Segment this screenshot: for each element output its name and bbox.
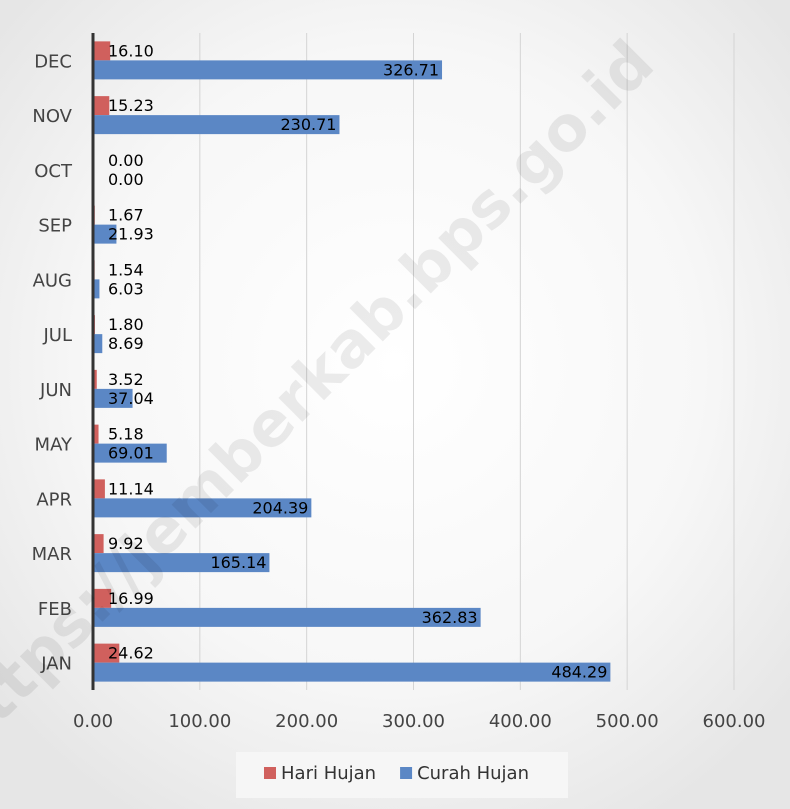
y-tick-label: JAN <box>40 654 72 675</box>
bar <box>93 662 611 682</box>
data-label: 16.99 <box>108 589 154 608</box>
x-tick-label: 200.00 <box>275 711 338 732</box>
data-label: 11.14 <box>108 479 154 498</box>
x-tick-label: 600.00 <box>703 711 766 732</box>
data-label: 326.71 <box>383 60 439 79</box>
data-label: 5.18 <box>108 425 144 444</box>
data-label: 21.93 <box>108 225 154 244</box>
data-label: 8.69 <box>108 334 144 353</box>
bar <box>93 553 270 573</box>
bar <box>93 588 112 608</box>
bar <box>93 479 105 499</box>
bar <box>93 334 103 354</box>
x-tick-label: 0.00 <box>73 711 113 732</box>
y-tick-label: SEP <box>38 216 72 237</box>
bar <box>93 224 117 244</box>
data-label: 484.29 <box>551 663 607 682</box>
legend-swatch <box>264 767 276 779</box>
y-tick-label: MAR <box>32 544 72 565</box>
data-label: 37.04 <box>108 389 154 408</box>
bar <box>93 498 312 518</box>
data-label: 9.92 <box>108 534 144 553</box>
data-label: 165.14 <box>210 553 266 572</box>
data-label: 0.00 <box>108 151 144 170</box>
data-label: 69.01 <box>108 444 154 463</box>
legend-swatch <box>400 767 413 779</box>
x-tick-label: 100.00 <box>168 711 231 732</box>
data-label: 24.62 <box>108 644 154 663</box>
bar <box>93 424 99 444</box>
data-label: 3.52 <box>108 370 144 389</box>
legend-label: Curah Hujan <box>417 763 529 784</box>
bar <box>93 41 111 61</box>
data-label: 204.39 <box>252 498 308 517</box>
bar <box>93 534 104 554</box>
data-label: 1.67 <box>108 206 144 225</box>
data-label: 230.71 <box>280 115 336 134</box>
bar <box>93 60 443 80</box>
y-tick-label: AUG <box>33 270 72 291</box>
data-label: 1.54 <box>108 260 144 279</box>
data-label: 1.80 <box>108 315 144 334</box>
bar <box>93 443 167 463</box>
y-tick-label: DEC <box>34 51 72 72</box>
bar <box>93 607 481 627</box>
bar <box>93 96 110 116</box>
y-tick-label: JUL <box>42 325 72 346</box>
data-label: 6.03 <box>108 279 144 298</box>
bar <box>93 115 340 135</box>
bar <box>93 388 133 408</box>
bar <box>93 369 97 389</box>
y-tick-label: NOV <box>32 106 72 127</box>
bar <box>93 279 100 299</box>
bar <box>93 643 120 663</box>
data-label: 15.23 <box>108 96 154 115</box>
data-label: 0.00 <box>108 170 144 189</box>
y-tick-label: JUN <box>39 380 72 401</box>
data-label: 16.10 <box>108 41 154 60</box>
x-tick-label: 300.00 <box>382 711 445 732</box>
x-tick-label: 500.00 <box>596 711 659 732</box>
legend-label: Hari Hujan <box>281 763 376 784</box>
y-tick-label: APR <box>36 489 72 510</box>
y-tick-label: OCT <box>34 161 73 182</box>
y-tick-label: MAY <box>35 435 73 456</box>
x-tick-label: 400.00 <box>489 711 552 732</box>
data-label: 362.83 <box>422 608 478 627</box>
y-tick-label: FEB <box>38 599 72 620</box>
